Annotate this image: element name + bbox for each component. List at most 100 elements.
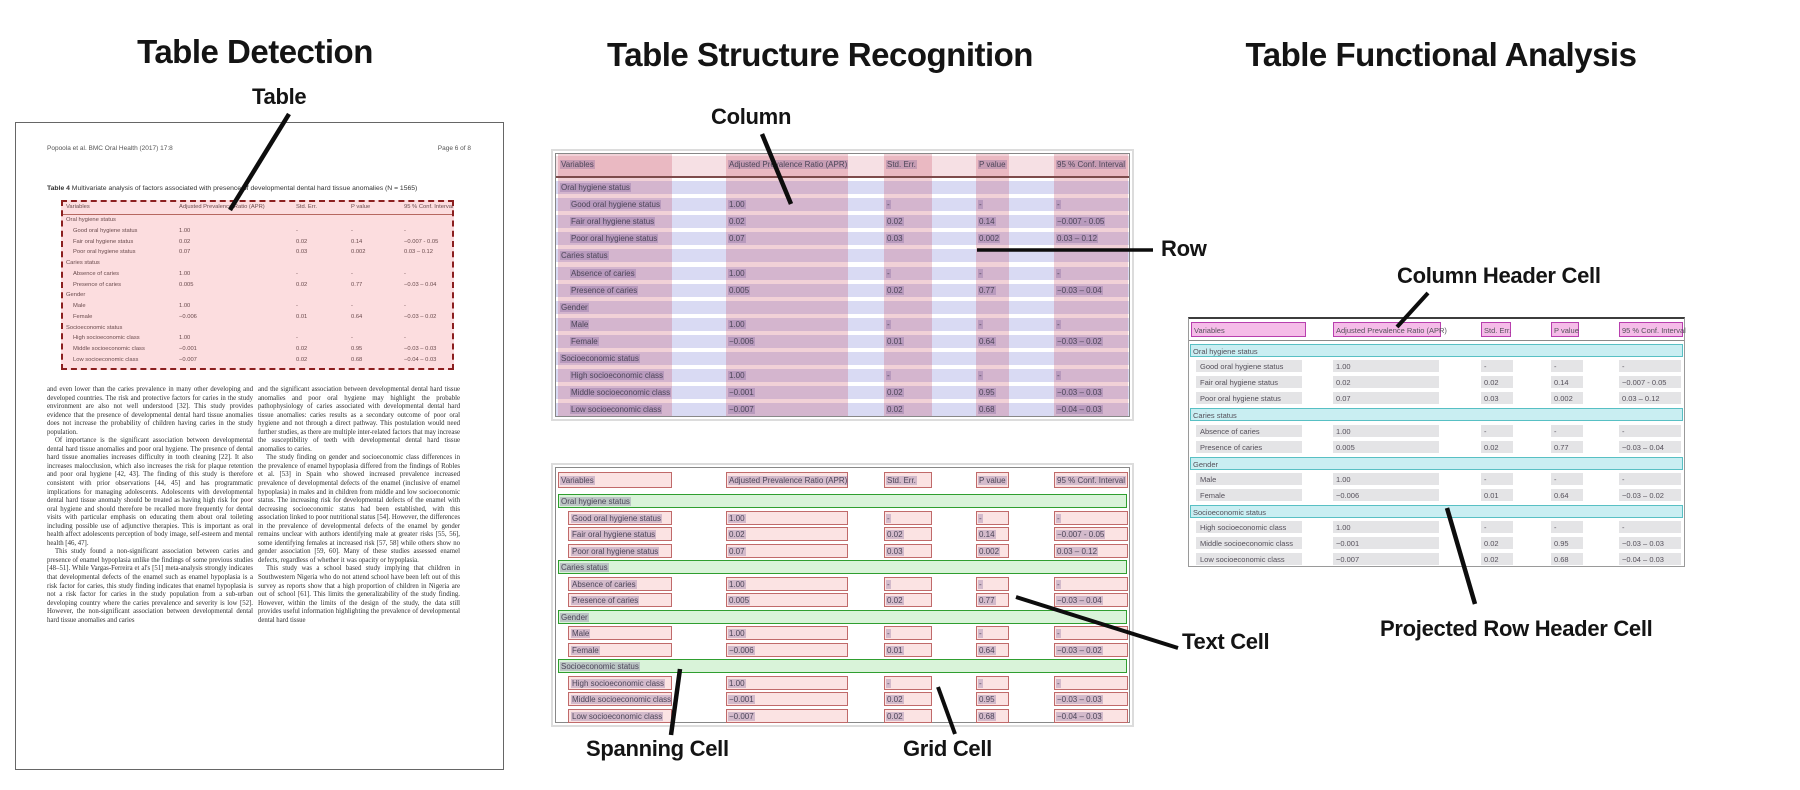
cell-text: −0.007 - 0.05 (1056, 217, 1106, 227)
doc-row-label: High socioeconomic class (73, 335, 140, 342)
grid-cell-box (976, 675, 1009, 690)
gray-text-cell (1619, 424, 1681, 437)
row-label-text: Good oral hygiene status (570, 200, 661, 210)
text-cell-text: Female (571, 645, 600, 655)
spanning-cell-box (558, 609, 1127, 624)
grid-cell-box (1054, 692, 1128, 706)
row-label-text: Oral hygiene status (560, 183, 631, 192)
text-cell-text: - (978, 579, 983, 589)
row-label-text: Presence of caries (570, 285, 639, 295)
cell-text: - (886, 319, 891, 329)
cell-value-text: 0.07 (1336, 394, 1351, 404)
doc-header-rule (63, 214, 453, 215)
cell-value-text: 0.005 (1336, 442, 1355, 452)
callout-text-cell: Text Cell (1182, 629, 1270, 654)
doc-cell-value: - (404, 270, 406, 277)
doc-cell-value: −0.04 – 0.03 (404, 356, 437, 363)
grid-cell-box (726, 527, 848, 541)
row-band (556, 283, 1129, 297)
cell-value-text: 0.68 (1554, 555, 1569, 565)
row-label-text: Middle socioeconomic class (1200, 539, 1293, 549)
body-paragraph: This study found a non-significant assoc… (47, 548, 253, 624)
callout-spanning-cell: Spanning Cell (586, 736, 729, 761)
text-cell-text: −0.03 – 0.02 (1056, 645, 1103, 655)
grid-cell-box (884, 708, 932, 723)
grid-cell-box (976, 472, 1009, 488)
text-cell-text: 0.03 – 0.12 (1056, 546, 1099, 556)
cell-value-text: 0.03 (1484, 394, 1499, 404)
doc-cell-value: - (404, 227, 406, 234)
cell-text: 0.02 (886, 405, 904, 415)
doc-row-label: Male (73, 303, 86, 309)
cell-value-text: 0.02 (1484, 539, 1499, 549)
gray-text-cell (1619, 472, 1681, 485)
text-cell-text: 0.68 (978, 711, 996, 721)
callout-column-header-cell: Column Header Cell (1397, 263, 1601, 288)
cell-value-text: - (1554, 474, 1557, 484)
doc-cell-value: −0.03 – 0.02 (404, 313, 437, 320)
cell-text: 0.03 – 0.12 (1056, 234, 1099, 244)
cell-text: 0.03 (886, 234, 904, 244)
text-cell-text: Middle socioeconomic class (571, 695, 673, 704)
table-caption-text: Multivariate analysis of factors associa… (69, 185, 418, 192)
column-header-cell-text: Variables (1194, 326, 1225, 335)
doc-cell-value: 0.005 (179, 281, 194, 288)
body-paragraph: and even lower than the caries prevalenc… (47, 386, 253, 436)
body-paragraph: The study finding on gender and socioeco… (258, 454, 460, 564)
grid-cell-box (1054, 543, 1128, 558)
table-detection-highlight (61, 200, 454, 370)
projected-row-header-box (1190, 344, 1683, 357)
row-label-text: Male (1200, 474, 1217, 484)
doc-cell-value: - (296, 227, 298, 234)
cell-text: - (886, 200, 891, 210)
panel-title-table-structure-recognition: Table Structure Recognition (607, 36, 1033, 73)
doc-row-label: Absence of caries (73, 270, 120, 277)
cell-text: 0.002 (978, 234, 1001, 244)
column-header-text: Adjusted Prevalence Ratio (APR) (728, 160, 849, 169)
row-label-text: Fair oral hygiene status (1200, 378, 1278, 388)
column-header-text: Std. Err. (886, 160, 917, 169)
header-rule (556, 176, 1129, 178)
grid-cell-box (568, 626, 672, 640)
doc-cell-value: −0.007 - 0.05 (404, 238, 439, 245)
spanning-cell-box (558, 494, 1127, 508)
doc-cell-value: 1.00 (179, 303, 191, 309)
cell-value-text: 0.02 (1484, 442, 1499, 452)
doc-row-label: Low socioeconomic class (73, 356, 139, 363)
column-header-text: 95 % Conf. Interval (1056, 476, 1127, 485)
grid-cell-box (1054, 675, 1128, 690)
gray-text-cell (1333, 521, 1439, 534)
cell-value-text: - (1554, 426, 1557, 436)
grid-cell-box (1054, 626, 1128, 640)
row-band (556, 215, 1129, 229)
grid-cell-box (1054, 510, 1128, 525)
gray-text-cell (1196, 360, 1302, 373)
column-header-cell-text: Std. Err. (1484, 326, 1512, 335)
gray-text-cell (1196, 392, 1302, 405)
text-cell-text: Male (571, 629, 591, 638)
doc-header-cell: Adjusted Prevalence Ratio (APR) (179, 204, 265, 210)
spanning-cell-text: Caries status (560, 563, 609, 572)
grid-cell-box (884, 576, 932, 591)
grid-cell-box (884, 593, 932, 607)
gray-text-cell (1196, 521, 1302, 534)
gray-text-cell (1196, 376, 1302, 389)
text-cell-text: - (978, 629, 983, 638)
gray-text-cell (1333, 537, 1439, 550)
gray-text-cell (1619, 488, 1681, 501)
gray-text-cell (1619, 521, 1681, 534)
projected-row-header-box (1190, 408, 1683, 422)
gray-text-cell (1619, 553, 1681, 566)
gray-text-cell (1481, 537, 1513, 550)
gray-text-cell (1551, 392, 1583, 405)
grid-cell-box (568, 543, 672, 558)
row-band (556, 334, 1129, 348)
cell-value-text: 0.02 (1484, 555, 1499, 565)
doc-cell-value: - (296, 335, 298, 342)
row-label-text: Poor oral hygiene status (1200, 394, 1281, 404)
column-header-text: P value (978, 476, 1007, 485)
doc-cell-value: 1.00 (179, 227, 191, 234)
grid-cell-box (726, 510, 848, 525)
column-header-text: P value (978, 160, 1007, 169)
